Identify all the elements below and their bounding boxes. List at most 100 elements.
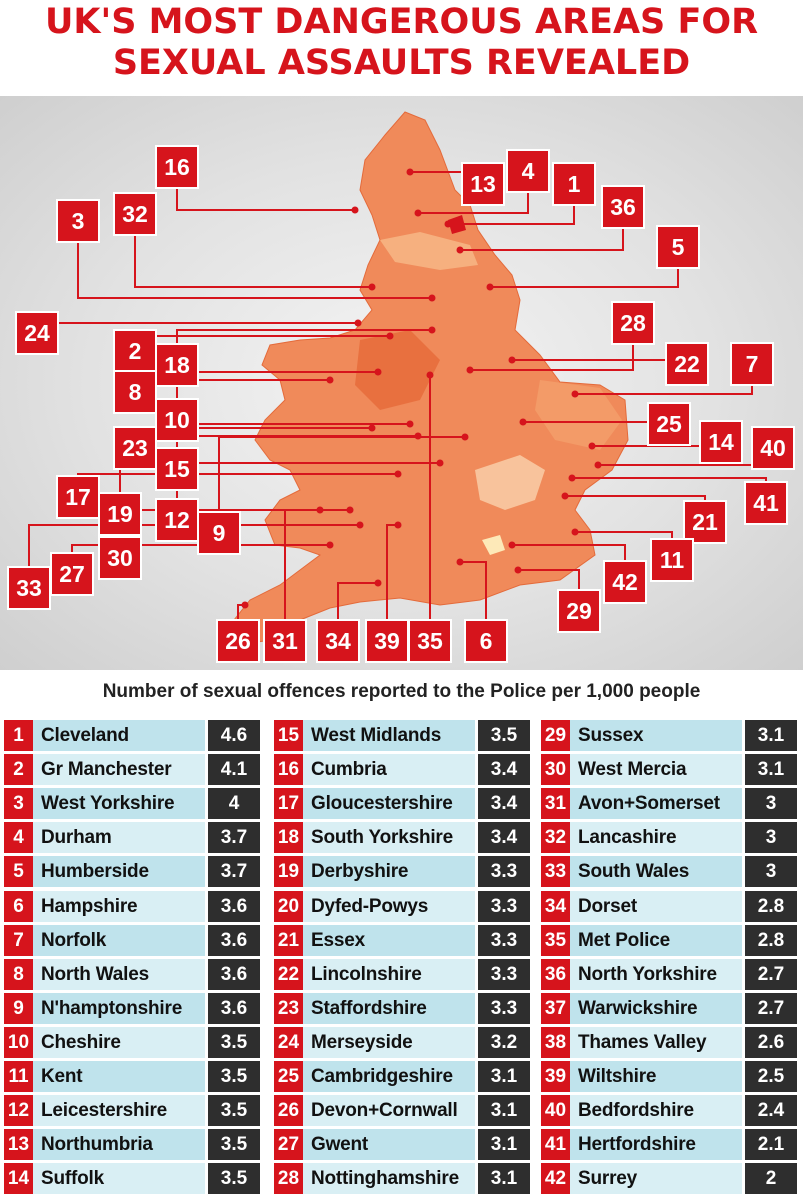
callout-dot bbox=[394, 521, 402, 529]
table-row: 28 Nottinghamshire 3.1 bbox=[274, 1163, 538, 1195]
area-name-cell: Norfolk bbox=[33, 924, 205, 956]
map-label-box bbox=[744, 481, 788, 525]
map-label-box bbox=[683, 500, 727, 544]
callout-dot bbox=[456, 246, 464, 254]
value-cell: 3.3 bbox=[478, 958, 530, 990]
map-label-16: 16 bbox=[155, 145, 199, 189]
callout-dot bbox=[486, 283, 494, 291]
map-label-6: 6 bbox=[464, 619, 508, 663]
value-cell: 3.1 bbox=[478, 1095, 530, 1127]
map-label-box bbox=[263, 619, 307, 663]
map-label-29: 29 bbox=[557, 589, 601, 633]
rank-cell: 14 bbox=[4, 1163, 33, 1195]
value-cell: 3.3 bbox=[478, 924, 530, 956]
table-row: 23 Staffordshire 3.3 bbox=[274, 992, 538, 1024]
area-name-cell: North Wales bbox=[33, 958, 205, 990]
table-row: 15 West Midlands 3.5 bbox=[274, 720, 538, 751]
value-cell: 3.5 bbox=[208, 1026, 260, 1058]
map-label-text: 9 bbox=[213, 520, 226, 546]
rank-cell: 8 bbox=[4, 958, 33, 990]
callout-dot bbox=[594, 461, 602, 469]
map-label-15: 15 bbox=[155, 447, 199, 491]
map-label-32: 32 bbox=[113, 192, 157, 236]
value-cell: 4.6 bbox=[208, 720, 260, 751]
callout-dot bbox=[316, 506, 324, 514]
table-row: 4 Durham 3.7 bbox=[4, 822, 268, 854]
map-label-text: 13 bbox=[470, 171, 496, 197]
area-name-cell: Wiltshire bbox=[570, 1061, 742, 1092]
rank-cell: 20 bbox=[274, 890, 303, 922]
table-row: 6 Hampshire 3.6 bbox=[4, 890, 268, 922]
map-label-33: 33 bbox=[7, 566, 51, 610]
area-name-cell: Met Police bbox=[570, 924, 742, 956]
value-cell: 3 bbox=[745, 856, 797, 888]
area-name-cell: Cheshire bbox=[33, 1026, 205, 1058]
area-name-cell: Thames Valley bbox=[570, 1026, 742, 1058]
map-label-text: 10 bbox=[164, 407, 190, 433]
map-region-midlands bbox=[355, 330, 440, 410]
area-name-cell: West Yorkshire bbox=[33, 788, 205, 820]
table-row: 32 Lancashire 3 bbox=[541, 822, 803, 854]
callout-line bbox=[77, 221, 432, 299]
map-label-text: 33 bbox=[16, 575, 42, 601]
area-name-cell: N'hamptonshire bbox=[33, 992, 205, 1024]
rank-cell: 35 bbox=[541, 924, 570, 956]
value-cell: 3.6 bbox=[208, 958, 260, 990]
value-cell: 3.2 bbox=[478, 1026, 530, 1058]
table-row: 1 Cleveland 4.6 bbox=[4, 720, 268, 751]
map-label-text: 2 bbox=[129, 338, 142, 364]
map-label-box bbox=[699, 420, 743, 464]
table-row: 12 Leicestershire 3.5 bbox=[4, 1095, 268, 1127]
value-cell: 3.4 bbox=[478, 822, 530, 854]
rank-cell: 29 bbox=[541, 720, 570, 751]
map-label-box bbox=[506, 149, 550, 193]
value-cell: 3.7 bbox=[208, 822, 260, 854]
map-label-box bbox=[665, 342, 709, 386]
map-label-text: 7 bbox=[746, 351, 759, 377]
rank-cell: 38 bbox=[541, 1026, 570, 1058]
map-label-text: 25 bbox=[656, 411, 682, 437]
callout-dot bbox=[568, 474, 576, 482]
rank-cell: 32 bbox=[541, 822, 570, 854]
callout-dot bbox=[571, 528, 579, 536]
callout-line bbox=[572, 477, 767, 503]
area-name-cell: Durham bbox=[33, 822, 205, 854]
title-line-2: SEXUAL ASSAULTS REVEALED bbox=[112, 43, 691, 83]
rank-cell: 39 bbox=[541, 1061, 570, 1092]
map-label-25: 25 bbox=[647, 402, 691, 446]
map-label-27: 27 bbox=[50, 552, 94, 596]
table-row: 24 Merseyside 3.2 bbox=[274, 1026, 538, 1058]
rank-cell: 1 bbox=[4, 720, 33, 751]
map-label-box bbox=[155, 498, 199, 542]
callout-dot bbox=[456, 558, 464, 566]
rank-cell: 41 bbox=[541, 1129, 570, 1161]
map-label-12: 12 bbox=[155, 498, 199, 542]
map-label-text: 5 bbox=[672, 234, 685, 260]
rank-cell: 23 bbox=[274, 992, 303, 1024]
rank-cell: 18 bbox=[274, 822, 303, 854]
callout-dot bbox=[519, 418, 527, 426]
map-label-text: 4 bbox=[522, 158, 535, 184]
map-label-box bbox=[611, 301, 655, 345]
map-label-text: 14 bbox=[708, 429, 734, 455]
rank-cell: 21 bbox=[274, 924, 303, 956]
callout-dot bbox=[561, 492, 569, 500]
table-row: 16 Cumbria 3.4 bbox=[274, 754, 538, 786]
map-region-north bbox=[380, 232, 478, 270]
rank-cell: 7 bbox=[4, 924, 33, 956]
title-line-1: UK'S MOST DANGEROUS AREAS FOR bbox=[44, 2, 759, 42]
map-label-text: 1 bbox=[568, 171, 581, 197]
value-cell: 2.8 bbox=[745, 924, 797, 956]
callout-dot bbox=[461, 433, 469, 441]
value-cell: 3.1 bbox=[478, 1061, 530, 1092]
area-name-cell: Cambridgeshire bbox=[303, 1061, 475, 1092]
map-label-5: 5 bbox=[656, 225, 700, 269]
area-name-cell: Leicestershire bbox=[33, 1095, 205, 1127]
callout-dot bbox=[374, 579, 382, 587]
map-label-18: 18 bbox=[155, 343, 199, 387]
callout-dot bbox=[414, 432, 422, 440]
value-cell: 3.1 bbox=[745, 754, 797, 786]
callout-dot bbox=[374, 368, 382, 376]
map-label-text: 6 bbox=[480, 628, 493, 654]
map-label-box bbox=[751, 426, 795, 470]
